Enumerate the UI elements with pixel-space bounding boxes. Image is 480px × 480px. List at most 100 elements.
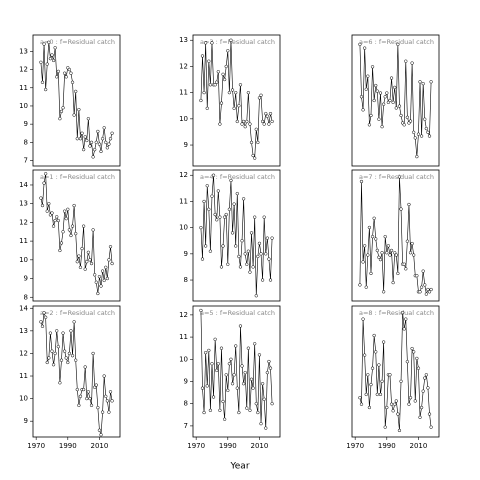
data-point [77, 254, 81, 258]
data-point [207, 348, 211, 353]
data-point [213, 337, 217, 341]
data-point [47, 202, 51, 206]
data-point [385, 405, 389, 410]
data-point [424, 373, 428, 377]
data-point [74, 358, 78, 362]
data-point [70, 224, 75, 228]
y-tick-label: 14 [19, 181, 28, 189]
data-point [55, 215, 59, 219]
data-point [53, 351, 57, 356]
data-point [70, 80, 75, 84]
data-point [404, 317, 408, 321]
data-point [210, 41, 214, 45]
y-tick-label: 7 [184, 422, 188, 430]
data-point [249, 377, 254, 381]
data-point [249, 231, 254, 235]
series-line [200, 40, 273, 160]
data-point [100, 269, 105, 273]
data-point [105, 399, 109, 403]
data-point [378, 257, 383, 262]
data-point [404, 267, 408, 271]
data-point [207, 59, 211, 63]
data-point [72, 113, 76, 117]
data-point [388, 373, 392, 377]
data-point [59, 109, 64, 114]
data-point [394, 399, 398, 403]
data-point [50, 211, 54, 215]
data-point [59, 241, 64, 245]
data-point [50, 53, 54, 57]
data-point [421, 269, 425, 273]
data-point [363, 244, 367, 248]
data-point [205, 384, 209, 388]
series-line [359, 312, 432, 431]
data-point [229, 357, 233, 361]
data-point [75, 387, 79, 392]
data-point [232, 202, 236, 206]
data-point [413, 136, 417, 140]
data-point [370, 234, 375, 239]
data-point [229, 38, 233, 42]
data-point [44, 172, 48, 176]
y-tick-label: 11 [179, 197, 188, 205]
data-point [377, 117, 381, 121]
data-point [359, 179, 364, 184]
data-point [415, 154, 419, 159]
data-point [94, 140, 98, 144]
x-tick-label: 1970 [346, 442, 364, 450]
data-point [256, 254, 260, 259]
data-point [391, 409, 395, 413]
data-point [61, 331, 65, 335]
data-point [48, 331, 53, 335]
data-point [97, 428, 102, 432]
x-tick-label: 1990 [219, 442, 237, 450]
data-point [91, 155, 95, 159]
data-point [396, 412, 400, 416]
data-point [427, 412, 432, 416]
data-point [380, 251, 384, 255]
panel-frame [192, 169, 281, 302]
data-point [215, 368, 219, 373]
y-tick-label: 10 [19, 256, 28, 264]
data-point [380, 125, 384, 129]
data-point [391, 280, 395, 285]
data-point [397, 104, 402, 108]
data-point [100, 137, 105, 141]
data-point [235, 119, 239, 124]
data-point [363, 46, 367, 50]
data-point [215, 80, 219, 84]
data-point [200, 386, 205, 390]
data-point [110, 399, 114, 403]
data-point [402, 262, 406, 266]
data-point [419, 285, 424, 289]
data-point [40, 80, 45, 84]
panel-title: a=3 : f=Residual catch [200, 38, 275, 46]
data-point [249, 140, 254, 145]
panel-frame [192, 305, 281, 438]
data-point [67, 351, 72, 356]
data-point [108, 137, 113, 141]
data-point [216, 189, 220, 193]
data-point [359, 95, 364, 99]
y-tick-label: 11 [179, 333, 188, 341]
data-point [394, 253, 398, 257]
data-point [102, 126, 106, 130]
data-point [69, 329, 73, 333]
data-point [386, 244, 391, 248]
data-point [200, 257, 205, 261]
data-point [80, 131, 84, 135]
data-point [51, 224, 56, 228]
data-point [94, 280, 98, 284]
y-tick-label: 12 [19, 349, 28, 357]
data-point [366, 373, 370, 377]
data-point [40, 203, 45, 208]
data-point [260, 382, 265, 386]
data-point [246, 90, 251, 95]
data-point [227, 207, 232, 211]
data-point [265, 114, 269, 118]
data-point [56, 218, 60, 223]
data-point [208, 249, 213, 253]
data-point [234, 344, 238, 348]
data-point [91, 351, 95, 356]
